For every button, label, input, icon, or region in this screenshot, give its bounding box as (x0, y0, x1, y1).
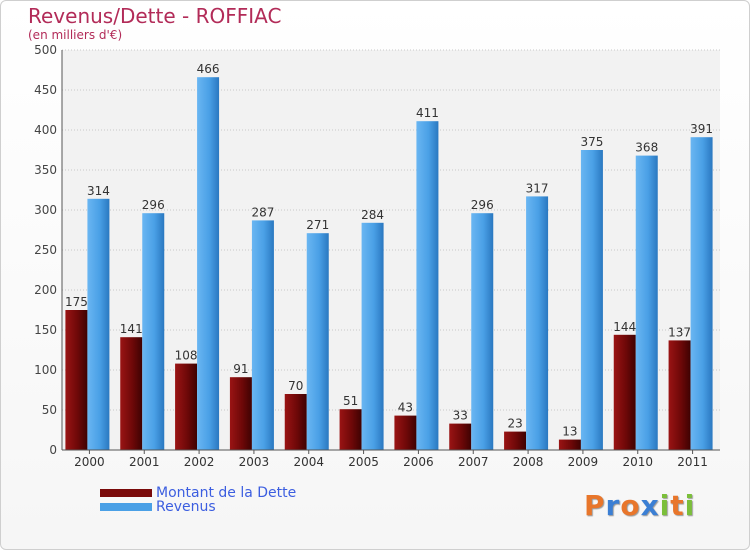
data-label: 23 (507, 417, 522, 431)
logo-letter: o (620, 489, 641, 522)
bar-debt (339, 409, 362, 450)
y-tick-label: 100 (34, 363, 57, 377)
data-label: 317 (526, 181, 549, 195)
data-label: 51 (343, 394, 358, 408)
legend-label-revenue: Revenus (156, 499, 216, 515)
data-label: 13 (562, 425, 577, 439)
bar-debt (449, 423, 472, 450)
proxiti-logo: Proxiti (584, 489, 695, 522)
bar-debt (65, 310, 88, 450)
bar-revenue (635, 155, 658, 450)
y-tick-label: 500 (34, 43, 57, 57)
bar-debt (668, 340, 691, 450)
legend-swatch-revenue (100, 503, 152, 511)
bar-debt (394, 415, 417, 450)
data-label: 375 (580, 135, 603, 149)
data-label: 108 (175, 349, 198, 363)
x-tick-label: 2006 (403, 455, 434, 469)
data-label: 175 (65, 295, 88, 309)
y-tick-label: 200 (34, 283, 57, 297)
bar-revenue (471, 213, 494, 450)
data-label: 91 (233, 362, 248, 376)
y-tick-label: 350 (34, 163, 57, 177)
logo-letter: x (640, 489, 660, 522)
bar-revenue (142, 213, 165, 450)
bar-revenue (580, 150, 603, 450)
data-label: 296 (142, 198, 165, 212)
y-tick-label: 50 (42, 403, 57, 417)
bar-debt (504, 431, 527, 450)
data-label: 137 (668, 325, 691, 339)
bar-debt (120, 337, 143, 450)
legend-label-debt: Montant de la Dette (156, 485, 297, 501)
data-label: 314 (87, 184, 110, 198)
y-tick-label: 450 (34, 83, 57, 97)
bar-revenue (416, 121, 439, 450)
x-tick-label: 2003 (239, 455, 270, 469)
data-label: 271 (306, 218, 329, 232)
x-tick-label: 2010 (622, 455, 653, 469)
logo-letter: i (684, 489, 696, 522)
data-label: 411 (416, 106, 439, 120)
bar-debt (558, 439, 581, 450)
x-tick-label: 2000 (74, 455, 105, 469)
x-tick-label: 2002 (184, 455, 215, 469)
bar-revenue (197, 77, 220, 450)
data-label: 284 (361, 208, 384, 222)
bar-debt (229, 377, 252, 450)
y-tick-label: 300 (34, 203, 57, 217)
x-tick-label: 2005 (348, 455, 379, 469)
data-label: 287 (251, 205, 274, 219)
bars (65, 77, 713, 450)
y-tick-label: 0 (49, 443, 57, 457)
bar-revenue (306, 233, 329, 450)
data-label: 70 (288, 379, 303, 393)
bar-debt (175, 363, 198, 450)
bar-debt (284, 394, 307, 450)
logo-letter: r (605, 489, 621, 522)
chart-title: Revenus/Dette - ROFFIAC (28, 4, 282, 28)
data-label: 466 (197, 62, 220, 76)
y-tick-label: 400 (34, 123, 57, 137)
axes: 0 50 100 150 200 250 300 350 400 450 500 2000 2001 20… (34, 43, 720, 469)
bar-debt (613, 334, 636, 450)
data-label: 296 (471, 198, 494, 212)
bar-revenue (526, 196, 549, 450)
data-label: 144 (613, 320, 636, 334)
data-label: 33 (453, 409, 468, 423)
x-tick-label: 2009 (568, 455, 599, 469)
data-label: 43 (398, 401, 413, 415)
bar-revenue (690, 137, 713, 450)
data-label: 391 (690, 122, 713, 136)
chart-subtitle: (en milliers d'€) (28, 28, 123, 42)
x-tick-label: 2011 (677, 455, 708, 469)
logo-letter: P (584, 489, 606, 522)
logo-letter: i (659, 489, 671, 522)
data-labels: 175 314 141 296 108 466 91 287 70 271 51 284 43 411 33… (65, 62, 713, 438)
data-label: 141 (120, 322, 143, 336)
y-tick-label: 150 (34, 323, 57, 337)
x-tick-label: 2008 (513, 455, 544, 469)
logo-letter: t (670, 489, 685, 522)
legend-swatch-debt (100, 489, 152, 497)
y-tick-label: 250 (34, 243, 57, 257)
plot-background (62, 50, 720, 450)
bar-revenue (87, 198, 110, 450)
data-label: 368 (635, 141, 658, 155)
x-tick-label: 2004 (293, 455, 324, 469)
x-tick-label: 2001 (129, 455, 160, 469)
bar-revenue (251, 220, 274, 450)
bar-revenue (361, 222, 384, 450)
grid-lines (62, 49, 720, 451)
x-tick-label: 2007 (458, 455, 489, 469)
